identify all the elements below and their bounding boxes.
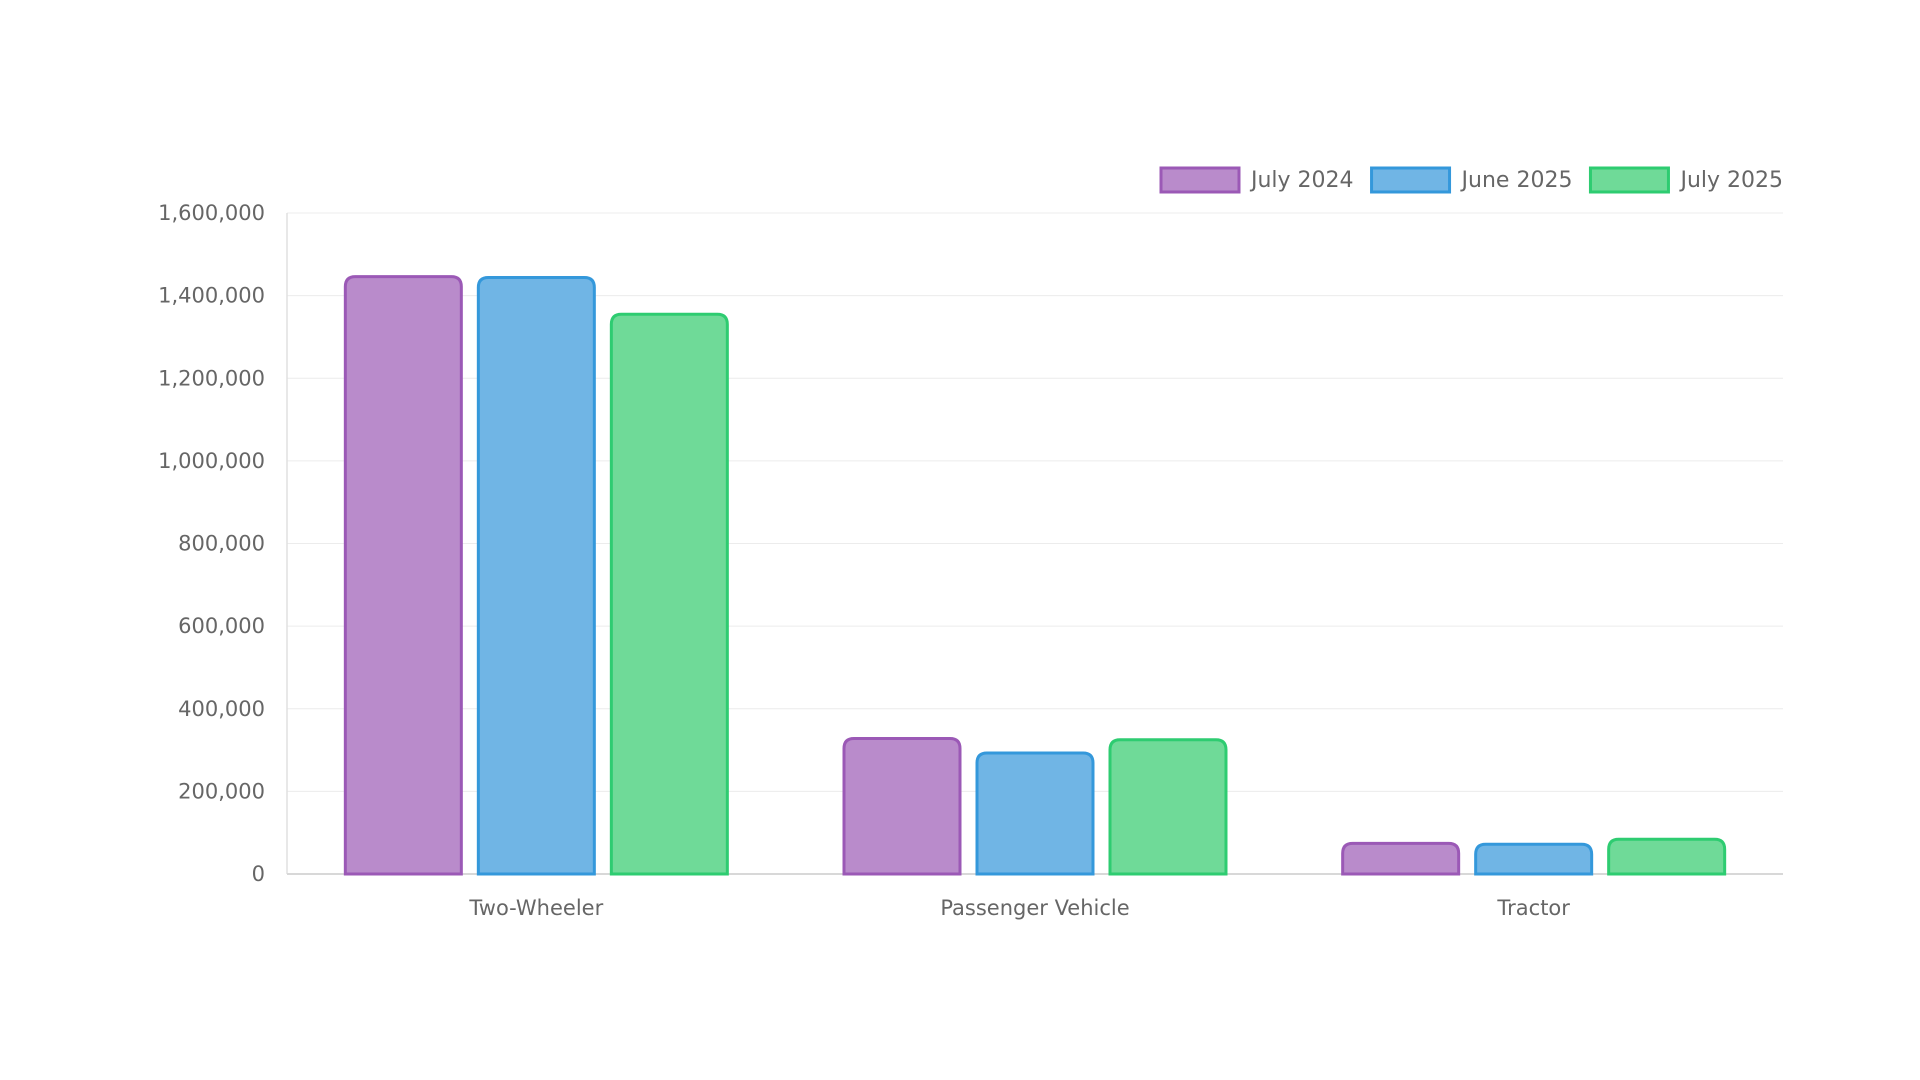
y-tick-label: 800,000 <box>178 532 265 556</box>
bar[interactable] <box>1108 738 1228 876</box>
bar[interactable] <box>1607 837 1727 876</box>
y-tick-label: 1,600,000 <box>158 201 265 225</box>
bar[interactable] <box>609 312 729 876</box>
bar[interactable] <box>975 751 1095 876</box>
bar[interactable] <box>343 275 463 876</box>
bar[interactable] <box>842 736 962 876</box>
legend-label: June 2025 <box>1460 168 1573 193</box>
bar[interactable] <box>476 275 596 876</box>
legend-label: July 2024 <box>1249 168 1354 193</box>
legend-item[interactable]: June 2025 <box>1370 166 1573 194</box>
bar[interactable] <box>1341 841 1461 876</box>
y-tick-label: 400,000 <box>178 697 265 721</box>
legend-swatch <box>1159 166 1241 194</box>
legend-swatch <box>1588 166 1670 194</box>
x-tick-label: Tractor <box>1496 896 1570 920</box>
y-tick-label: 0 <box>252 862 265 886</box>
legend: July 2024 June 2025 July 2025 <box>1159 166 1783 194</box>
x-tick-label: Two-Wheeler <box>468 896 603 920</box>
tick-labels: 0 200,000 400,000 600,000 800,000 1,000,000 1,… <box>158 201 1570 920</box>
legend-item[interactable]: July 2025 <box>1588 166 1783 194</box>
y-tick-label: 1,400,000 <box>158 284 265 308</box>
y-tick-label: 600,000 <box>178 614 265 638</box>
legend-label: July 2025 <box>1678 168 1783 193</box>
bar[interactable] <box>1474 842 1594 876</box>
legend-item[interactable]: July 2024 <box>1159 166 1354 194</box>
y-tick-label: 1,000,000 <box>158 449 265 473</box>
legend-swatch <box>1370 166 1452 194</box>
x-tick-label: Passenger Vehicle <box>940 896 1129 920</box>
y-tick-label: 1,200,000 <box>158 366 265 390</box>
y-tick-label: 200,000 <box>178 779 265 803</box>
bars <box>343 275 1727 876</box>
